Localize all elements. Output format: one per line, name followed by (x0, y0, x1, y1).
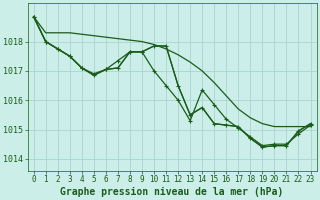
X-axis label: Graphe pression niveau de la mer (hPa): Graphe pression niveau de la mer (hPa) (60, 186, 284, 197)
